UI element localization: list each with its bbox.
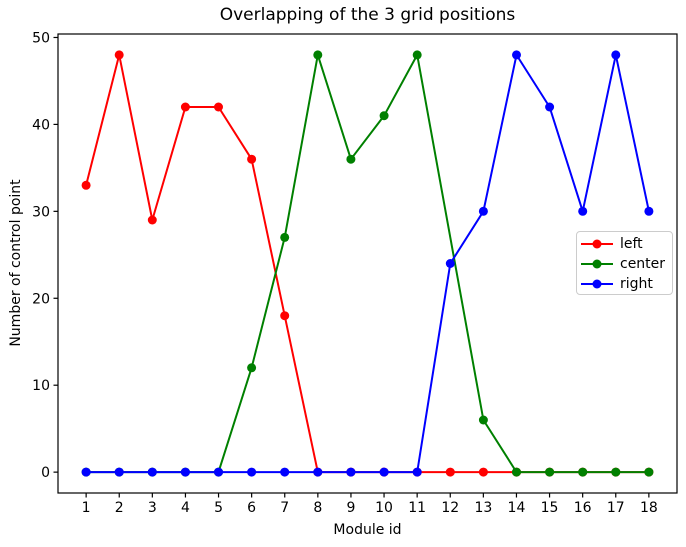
data-point <box>512 467 521 477</box>
data-point <box>478 467 488 477</box>
x-tick-label: 9 <box>346 500 355 516</box>
data-point <box>214 102 223 112</box>
data-point <box>445 467 455 477</box>
series-right <box>81 50 654 477</box>
x-tick-label: 2 <box>115 500 124 516</box>
data-point <box>478 415 488 425</box>
data-point <box>412 467 422 477</box>
x-tick-label: 18 <box>640 500 658 516</box>
x-tick-label: 14 <box>508 500 526 516</box>
legend-label: center <box>620 256 666 272</box>
y-tick-label: 0 <box>41 465 50 481</box>
x-tick-label: 15 <box>541 500 559 516</box>
data-point <box>346 154 356 164</box>
y-tick-label: 50 <box>32 30 50 46</box>
legend-sample-center <box>581 259 613 269</box>
x-tick-label: 13 <box>474 500 492 516</box>
data-point <box>280 311 290 321</box>
data-point <box>379 467 389 477</box>
data-point <box>247 467 257 477</box>
x-tick-label: 1 <box>82 500 91 516</box>
y-tick-label: 30 <box>32 204 50 220</box>
x-tick-label: 6 <box>247 500 256 516</box>
data-point <box>247 363 257 373</box>
data-point <box>81 467 91 477</box>
data-point <box>280 467 290 477</box>
legend-marker-icon <box>592 259 602 269</box>
data-point <box>346 467 356 477</box>
x-axis-label: Module id <box>333 522 402 538</box>
data-point <box>512 50 521 60</box>
series-line <box>86 53 649 474</box>
y-tick-label: 10 <box>32 378 50 394</box>
data-point <box>611 467 621 477</box>
data-point <box>445 259 455 268</box>
legend-label: right <box>620 276 653 292</box>
y-tick-label: 20 <box>32 291 50 307</box>
data-point <box>313 467 323 477</box>
data-point <box>313 50 323 60</box>
data-point <box>545 467 555 477</box>
data-point <box>180 467 190 477</box>
series-line <box>85 53 649 474</box>
series-center <box>81 50 654 477</box>
data-point <box>478 206 488 216</box>
x-tick-label: 12 <box>441 500 459 516</box>
chart-title: Overlapping of the 3 grid positions <box>219 5 516 25</box>
y-axis-label: Number of control point <box>8 179 24 347</box>
legend-entry-right: right <box>580 274 672 294</box>
data-point <box>412 50 422 60</box>
x-tick-label: 5 <box>214 500 223 516</box>
x-tick-label: 10 <box>375 500 393 516</box>
legend-marker-icon <box>592 279 602 289</box>
legend-sample-left <box>581 239 613 249</box>
data-point <box>611 50 621 60</box>
data-point <box>247 154 257 164</box>
data-point <box>578 206 588 216</box>
legend: left center right <box>576 231 673 295</box>
data-point <box>578 467 588 477</box>
data-point <box>114 50 124 60</box>
legend-entry-left: left <box>580 234 672 254</box>
x-tick-label: 16 <box>574 500 592 516</box>
data-point <box>644 206 654 216</box>
x-tick-label: 3 <box>148 500 157 516</box>
x-tick-label: 4 <box>181 500 190 516</box>
data-point <box>214 467 223 477</box>
series-left <box>81 50 654 477</box>
data-point <box>114 467 124 477</box>
data-point <box>280 232 290 242</box>
legend-entry-center: center <box>580 254 672 274</box>
x-tick-label: 8 <box>313 500 322 516</box>
x-tick-label: 7 <box>280 500 289 516</box>
data-point <box>644 467 654 477</box>
data-point <box>81 180 91 190</box>
series-line <box>86 53 650 474</box>
x-tick-label: 17 <box>607 500 625 516</box>
legend-marker-icon <box>592 239 602 249</box>
axes-frame <box>57 33 678 494</box>
legend-sample-right <box>581 279 613 289</box>
data-point <box>545 102 555 112</box>
data-point <box>180 102 190 112</box>
x-tick-label: 11 <box>408 500 426 516</box>
legend-label: left <box>620 236 643 252</box>
data-point <box>147 215 157 225</box>
data-point <box>379 111 389 121</box>
data-point <box>147 467 157 477</box>
y-tick-label: 40 <box>32 117 50 133</box>
